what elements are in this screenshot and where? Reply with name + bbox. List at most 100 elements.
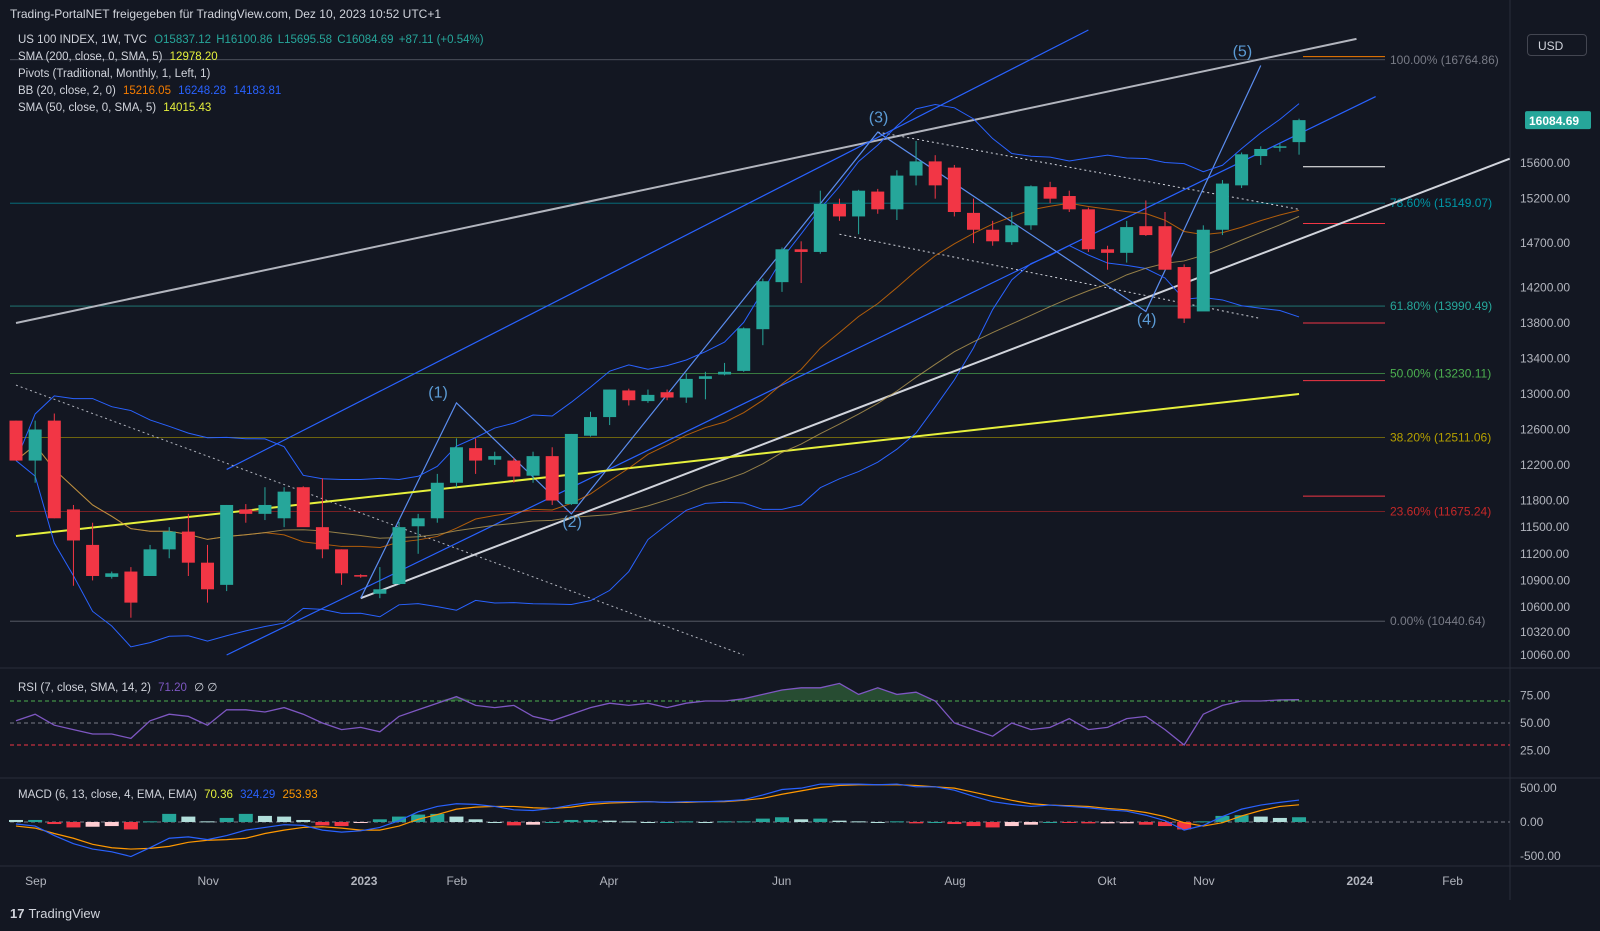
macd-histogram-bar (660, 822, 675, 823)
fib-label: 38.20% (12511.06) (1390, 430, 1491, 444)
macd-histogram-bar (947, 822, 962, 825)
candle-body (1177, 267, 1191, 319)
ohlc-close: C16084.69 (337, 34, 394, 46)
time-tick: Feb (446, 874, 467, 888)
candle-body (986, 229, 1000, 242)
symbol-legend[interactable]: US 100 INDEX, 1W, TVC O15837.12 H16100.8… (18, 34, 488, 46)
tradingview-brand[interactable]: 17 TradingView (10, 906, 100, 921)
macd-histogram-bar (162, 813, 177, 822)
macd-histogram-bar (1004, 822, 1019, 827)
macd-histogram-bar (1062, 822, 1077, 823)
candle-body (584, 417, 597, 436)
candles (9, 118, 1306, 618)
macd-histogram-bar (372, 819, 387, 822)
candle-body (411, 518, 425, 527)
price-tick: 10600.00 (1520, 600, 1570, 614)
bb-upper-value: 16248.28 (178, 85, 227, 97)
wave-labels: (1) (2) (3) (4) (5) (428, 44, 1252, 532)
price-tick: 12200.00 (1520, 458, 1570, 472)
candle-body (890, 175, 904, 210)
candle-body (181, 531, 195, 563)
price-tick: 15200.00 (1520, 192, 1570, 206)
macd-histogram-bar (813, 818, 828, 822)
candle-body (660, 392, 674, 398)
fib-levels: 100.00% (16764.86) 78.60% (15149.07) 61.80… (10, 53, 1499, 628)
candle-body (296, 487, 310, 528)
candle-body (354, 575, 368, 577)
bb-lower-value: 14183.81 (233, 85, 282, 97)
time-axis: Sep Nov 2023 Feb Apr Jun Aug Okt Nov 2024 Feb (25, 874, 1463, 888)
macd-legend[interactable]: MACD (6, 13, close, 4, EMA, EMA) 70.36 3… (18, 789, 322, 801)
ohlc-low: L15695.58 (277, 34, 333, 46)
macd-histogram-bar (277, 816, 292, 822)
sma50-legend[interactable]: SMA (50, close, 0, SMA, 5) 14015.43 (18, 102, 215, 114)
candle-body (105, 573, 119, 577)
pivots-legend[interactable]: Pivots (Traditional, Monthly, 1, Left, 1… (18, 68, 214, 80)
candle-body (545, 456, 559, 501)
sma200-line (15, 392, 1300, 538)
macd-histogram-bar (506, 822, 521, 826)
candle-body (756, 281, 770, 330)
macd-histogram-bar (411, 814, 426, 822)
candle-body (526, 456, 540, 476)
macd-histogram-bar (200, 821, 215, 823)
macd-histogram-bar (909, 822, 924, 824)
correction-lower-line (839, 233, 1261, 320)
bb-legend[interactable]: BB (20, close, 2, 0) 15216.05 16248.28 1… (18, 85, 285, 97)
price-tick: 15600.00 (1520, 156, 1570, 170)
rsi-pane: 75.00 50.00 25.00 (10, 682, 1550, 758)
sma200-legend[interactable]: SMA (200, close, 0, SMA, 5) 12978.20 (18, 51, 222, 63)
candle-body (641, 394, 655, 402)
macd-histogram-bar (1253, 816, 1268, 822)
macd-histogram-bar (1177, 822, 1192, 830)
pivots-label: Pivots (Traditional, Monthly, 1, Left, 1… (18, 68, 211, 80)
candle-body (449, 447, 463, 483)
candle-body (967, 212, 980, 230)
time-tick: 2024 (1347, 874, 1374, 888)
rsi-legend[interactable]: RSI (7, close, SMA, 14, 2) 71.20 ∅ ∅ (18, 680, 221, 694)
candle-body (143, 549, 157, 576)
macd-histogram-bar (1100, 822, 1115, 824)
time-tick: Nov (1193, 874, 1214, 888)
sma50-value: 14015.43 (163, 102, 212, 114)
candle-body (832, 204, 846, 217)
candle-body (1292, 120, 1306, 143)
bb-lower-line (15, 244, 1300, 648)
sma50-line (15, 215, 1300, 540)
macd-histogram-bar (487, 822, 502, 823)
time-tick: Jun (772, 874, 791, 888)
macd-histogram-bar (47, 822, 62, 825)
candle-body (622, 390, 636, 401)
time-tick: Okt (1098, 874, 1117, 888)
candle-body (679, 378, 693, 398)
macd-histogram-bar (1272, 817, 1287, 822)
candle-body (1120, 227, 1134, 253)
ohlc-change: +87.11 (+0.54%) (398, 34, 484, 46)
currency-button[interactable]: USD (1527, 34, 1587, 56)
candle-body (124, 571, 138, 603)
price-tick: 11200.00 (1520, 547, 1569, 561)
macd-histogram-bar (315, 822, 330, 826)
macd-tick: 0.00 (1520, 815, 1544, 829)
price-tick: 10900.00 (1520, 573, 1570, 587)
candle-body (909, 161, 923, 176)
macd-histogram-bar (143, 821, 158, 823)
price-tick: 10060.00 (1520, 648, 1570, 662)
macd-histogram-bar (257, 815, 272, 822)
candle-body (813, 204, 827, 252)
candle-body (373, 589, 387, 594)
price-tick: 11800.00 (1520, 494, 1569, 508)
candle-body (239, 509, 253, 514)
current-price-label: 16084.69 (1529, 114, 1579, 128)
downtrend-line (15, 384, 744, 656)
time-tick: Nov (198, 874, 219, 888)
macd-histogram-bar (1196, 821, 1211, 823)
candle-body (1024, 186, 1038, 226)
macd-histogram-bar (1292, 817, 1307, 822)
rsi-tick: 25.00 (1520, 744, 1550, 758)
rsi-line (15, 682, 1300, 746)
sma200-label: SMA (200, close, 0, SMA, 5) (18, 51, 163, 63)
candle-body (775, 249, 789, 283)
symbol-name[interactable]: US 100 INDEX, 1W, TVC (18, 34, 147, 46)
